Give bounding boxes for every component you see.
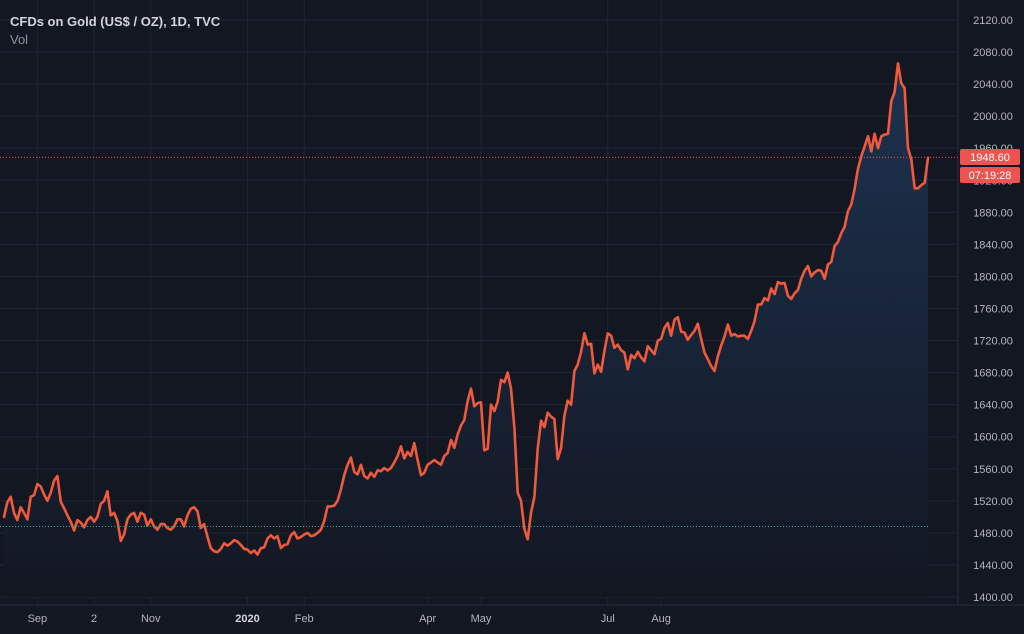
- y-tick-label: 2000.00: [973, 111, 1013, 123]
- price-axis: 1400.00 1440.00 1480.00 1520.00 1560.00 1600.…: [973, 15, 1013, 604]
- y-tick-label: 1480.00: [973, 528, 1013, 540]
- time-axis-panel[interactable]: [0, 605, 958, 634]
- y-tick-label: 1760.00: [973, 304, 1013, 316]
- chart-legend-title[interactable]: CFDs on Gold (US$ / OZ), 1D, TVC: [10, 14, 221, 29]
- y-tick-label: 1440.00: [973, 560, 1013, 572]
- y-tick-label: 1680.00: [973, 368, 1013, 380]
- y-tick-label: 1640.00: [973, 400, 1013, 412]
- time-axis: Sep 2 Nov 2020 Feb Apr May Jul Aug: [28, 613, 671, 625]
- x-tick-label: Aug: [651, 613, 671, 625]
- series-area-fill: [4, 63, 928, 598]
- y-tick-label: 1600.00: [973, 432, 1013, 444]
- last-price-label-bg: [960, 149, 1020, 165]
- x-tick-label: 2020: [235, 613, 259, 625]
- y-tick-label: 1800.00: [973, 271, 1013, 283]
- area-layer: [4, 63, 928, 598]
- countdown-label-bg: [960, 167, 1020, 183]
- x-tick-label: Feb: [295, 613, 314, 625]
- y-tick-label: 1720.00: [973, 336, 1013, 348]
- price-labels: 1948.60 07:19:28: [960, 149, 1020, 183]
- x-tick-label: Sep: [28, 613, 48, 625]
- y-tick-label: 2040.00: [973, 79, 1013, 91]
- y-tick-label: 2120.00: [973, 15, 1013, 27]
- last-price-label: 1948.60: [970, 152, 1010, 164]
- y-tick-label: 1880.00: [973, 207, 1013, 219]
- guide-line-layer: [0, 156, 958, 527]
- price-axis-panel[interactable]: [958, 0, 1024, 605]
- x-tick-label: Apr: [419, 613, 436, 625]
- x-tick-label: Jul: [601, 613, 615, 625]
- x-tick-label: 2: [91, 613, 97, 625]
- series-line-layer[interactable]: [2, 62, 930, 556]
- volume-legend[interactable]: Vol: [10, 32, 29, 47]
- y-tick-label: 1840.00: [973, 239, 1013, 251]
- y-tick-label: 1400.00: [973, 592, 1013, 604]
- x-tick-label: Nov: [141, 613, 161, 625]
- y-tick-label: 2080.00: [973, 47, 1013, 59]
- countdown-label: 07:19:28: [969, 170, 1012, 182]
- y-tick-label: 1520.00: [973, 496, 1013, 508]
- series-line[interactable]: [2, 62, 930, 556]
- x-tick-label: May: [471, 613, 492, 625]
- y-tick-label: 1560.00: [973, 464, 1013, 476]
